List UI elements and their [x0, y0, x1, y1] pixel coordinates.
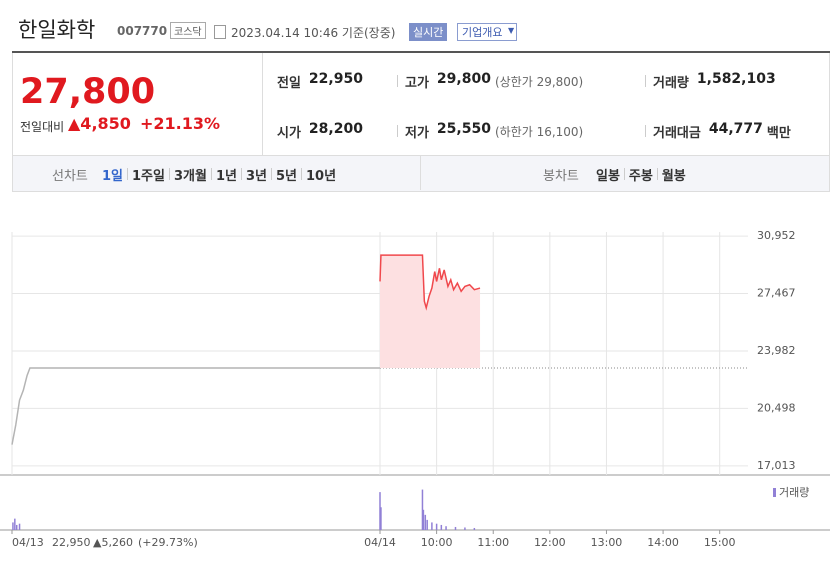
price-line — [11, 367, 380, 445]
summary-label: 전일 — [277, 76, 301, 91]
separator — [127, 168, 129, 180]
volume-bar — [445, 526, 447, 530]
y-tick-label: 20,498 — [757, 401, 796, 414]
x-tick-label: 10:00 — [421, 536, 453, 549]
period-tab[interactable]: 1년 — [215, 169, 237, 184]
summary-note: (하한가 16,100) — [494, 125, 584, 139]
volume-bar — [379, 492, 381, 530]
separator — [656, 168, 658, 180]
volume-bar — [424, 514, 427, 530]
separator — [623, 168, 625, 180]
separator — [301, 168, 302, 180]
x-tick-label: 11:00 — [477, 536, 509, 549]
summary-value: 22,950 — [308, 71, 363, 87]
separator — [645, 125, 646, 137]
volume-bar — [422, 509, 425, 530]
y-tick-label: 23,982 — [757, 344, 796, 357]
summary-note: (상한가 29,800) — [494, 75, 584, 89]
volume-bar — [431, 522, 433, 530]
price-line — [379, 254, 481, 311]
period-tab[interactable]: 10년 — [306, 169, 337, 184]
separator — [270, 168, 272, 180]
separator — [645, 75, 646, 87]
header-rule — [12, 51, 830, 53]
summary-label: 고가 — [405, 76, 429, 91]
legend-swatch — [773, 488, 776, 497]
volume-bar — [454, 526, 457, 530]
volume-bar — [421, 489, 424, 530]
dropdown-arrow: ▼ — [508, 26, 515, 35]
volume-bar — [435, 523, 438, 530]
summary-label: 거래량 — [653, 76, 689, 91]
separator — [397, 125, 398, 137]
separator — [168, 168, 170, 180]
x-tick-label: 15:00 — [704, 536, 736, 549]
period-tab[interactable]: 1일 — [102, 169, 124, 184]
prev-close: 22,950 — [52, 536, 91, 549]
period-tab[interactable]: 1주일 — [132, 169, 165, 184]
price-change: ▲4,850 — [68, 114, 131, 133]
volume-bar — [440, 524, 443, 530]
market-badge: 코스닥 — [170, 22, 206, 39]
summary-unit: 백만 — [766, 126, 791, 141]
company-info-button[interactable]: 기업개요 — [457, 23, 518, 41]
tab-label: 봉차트 — [543, 169, 579, 184]
divider — [262, 53, 263, 156]
prev-change: ▲5,260 — [93, 536, 133, 549]
separator — [210, 168, 212, 180]
x-tick-label: 14:00 — [647, 536, 679, 549]
volume-bar — [15, 524, 18, 530]
tab-divider — [420, 156, 421, 190]
x-tick-label: 12:00 — [534, 536, 566, 549]
separator — [397, 75, 398, 87]
separator — [240, 168, 242, 180]
volume-bar — [12, 522, 14, 530]
prev-rate: (+29.73%) — [138, 536, 198, 549]
realtime-badge[interactable]: 실시간 — [409, 23, 448, 41]
period-tab[interactable]: 주봉 — [628, 169, 653, 184]
current-price: 27,800 — [20, 72, 156, 112]
x-tick-label: 04/13 — [12, 536, 44, 549]
y-tick-label: 27,467 — [757, 287, 796, 300]
summary-label: 저가 — [405, 126, 429, 141]
y-tick-label: 17,013 — [757, 459, 796, 472]
tab-label: 선차트 — [52, 169, 88, 184]
volume-bar — [380, 507, 382, 530]
stock-name: 한일화학 — [18, 18, 96, 42]
period-tab[interactable]: 일봉 — [596, 169, 620, 184]
tab-bar — [12, 155, 830, 192]
volume-bar — [18, 523, 21, 530]
volume-bar — [473, 527, 476, 530]
legend-label: 거래량 — [779, 486, 809, 499]
summary-value: 29,800 — [436, 71, 491, 87]
summary-value: 1,582,103 — [696, 71, 776, 87]
period-tab[interactable]: 3개월 — [173, 169, 207, 184]
y-tick-label: 30,952 — [757, 229, 796, 242]
period-tab[interactable]: 5년 — [275, 169, 297, 184]
calendar-icon — [214, 25, 226, 39]
summary-label: 거래대금 — [653, 126, 701, 141]
x-tick-label: 04/14 — [364, 536, 396, 549]
summary-value: 28,200 — [308, 121, 363, 137]
period-tab[interactable]: 월봉 — [661, 169, 686, 184]
period-tab[interactable]: 3년 — [245, 169, 267, 184]
x-tick-label: 13:00 — [591, 536, 623, 549]
volume-bar — [426, 519, 428, 530]
price-area — [380, 255, 481, 369]
timestamp: 2023.04.14 10:46 기준(장중) — [231, 26, 396, 40]
stock-code: 007770 — [117, 24, 168, 38]
summary-label: 시가 — [277, 126, 301, 141]
change-rate: +21.13% — [140, 114, 221, 133]
change-label: 전일대비 — [20, 120, 65, 134]
summary-value: 25,550 — [436, 121, 491, 137]
volume-bar — [14, 518, 16, 530]
summary-value: 44,777 — [708, 121, 763, 137]
volume-bar — [464, 527, 466, 530]
